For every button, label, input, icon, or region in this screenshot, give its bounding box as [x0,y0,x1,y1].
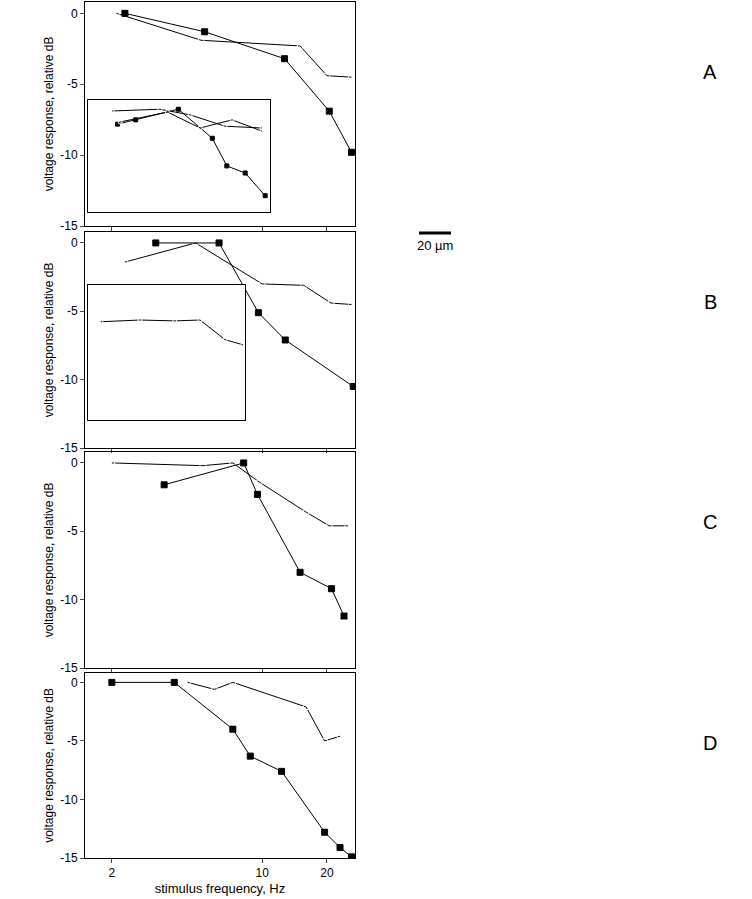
svg-text:B: B [704,291,717,313]
svg-text:voltage response, relative dB: voltage response, relative dB [42,263,56,418]
svg-text:0: 0 [71,676,78,690]
svg-text:-10: -10 [60,373,78,387]
svg-text:C: C [703,511,717,533]
svg-text:voltage response, relative dB: voltage response, relative dB [42,688,56,843]
svg-text:-5: -5 [67,77,78,91]
svg-text:stimulus frequency, Hz: stimulus frequency, Hz [155,881,286,896]
svg-text:-10: -10 [60,793,78,807]
svg-text:D: D [703,732,717,754]
svg-text:10: 10 [256,866,270,880]
svg-text:0: 0 [71,7,78,21]
svg-text:-5: -5 [67,304,78,318]
svg-text:-10: -10 [60,148,78,162]
svg-text:-5: -5 [67,524,78,538]
svg-text:-10: -10 [60,593,78,607]
svg-text:-15: -15 [60,219,78,233]
svg-text:-15: -15 [60,661,78,675]
svg-text:0: 0 [71,236,78,250]
svg-text:2: 2 [109,866,116,880]
svg-text:20: 20 [320,866,334,880]
svg-text:0: 0 [71,456,78,470]
svg-text:20 µm: 20 µm [417,238,453,253]
svg-text:A: A [703,61,717,83]
svg-text:voltage response, relative dB: voltage response, relative dB [42,483,56,638]
svg-text:-15: -15 [60,851,78,865]
svg-text:-5: -5 [67,734,78,748]
svg-text:-15: -15 [60,441,78,455]
svg-text:voltage response, relative dB: voltage response, relative dB [42,37,56,192]
